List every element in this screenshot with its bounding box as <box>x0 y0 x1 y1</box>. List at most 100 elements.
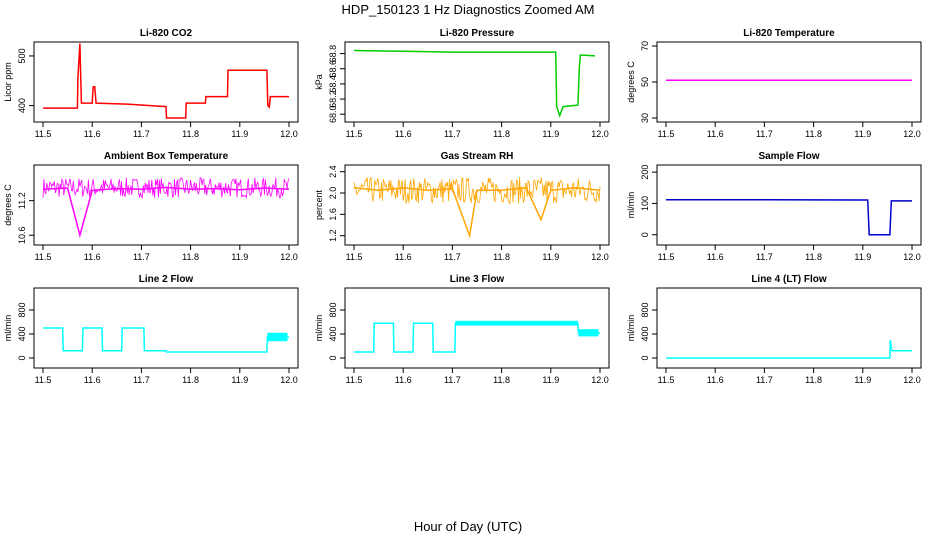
panel-title: Sample Flow <box>758 151 819 162</box>
x-tick-label: 11.7 <box>444 375 461 385</box>
panel-title: Ambient Box Temperature <box>104 151 229 162</box>
x-tick-label: 12.0 <box>591 129 609 139</box>
chart-panel-1: Li-820 CO2 11.5 11.6 11.7 11.8 11.9 12.0 400 500… <box>3 28 299 139</box>
series-line-1 <box>666 198 912 236</box>
y-axis-label: ml/min <box>3 315 13 342</box>
y-tick-label: 68.6 <box>328 60 338 78</box>
noise-trace <box>353 177 601 205</box>
plot-frame <box>33 41 299 123</box>
x-tick-label: 11.8 <box>805 375 822 385</box>
x-tick-label: 12.0 <box>280 252 298 262</box>
panel-title: Line 2 Flow <box>139 274 194 285</box>
y-tick-label: 200 <box>640 165 650 180</box>
x-tick-label: 11.5 <box>346 129 363 139</box>
x-tick-label: 12.0 <box>280 129 298 139</box>
x-tick-label: 11.7 <box>133 252 150 262</box>
x-tick-label: 11.7 <box>756 129 773 139</box>
x-tick-label: 11.9 <box>231 129 248 139</box>
y-tick-label: 0 <box>328 355 338 360</box>
x-tick-label: 11.5 <box>658 252 675 262</box>
x-tick-label: 11.7 <box>444 129 461 139</box>
plot-frame <box>656 41 922 123</box>
y-axis-label: degrees C <box>3 184 13 226</box>
y-tick-label: 0 <box>640 355 650 360</box>
x-tick-label: 12.0 <box>903 252 921 262</box>
y-tick-label: 2.0 <box>328 187 338 200</box>
series-line-1 <box>353 49 596 118</box>
flow-oscillation-band <box>267 332 288 342</box>
y-axis-label: kPa <box>314 74 324 90</box>
x-tick-label: 11.8 <box>182 129 199 139</box>
figure-xlabel: Hour of Day (UTC) <box>414 519 522 534</box>
series-line-1 <box>354 322 600 353</box>
y-tick-label: 800 <box>328 302 338 317</box>
x-tick-label: 11.6 <box>84 375 101 385</box>
flow-oscillation-band <box>578 329 599 337</box>
x-tick-label: 11.5 <box>658 129 675 139</box>
y-axis-label: percent <box>314 189 324 220</box>
y-tick-label: 400 <box>17 98 27 113</box>
x-tick-label: 12.0 <box>280 375 298 385</box>
x-tick-label: 11.6 <box>84 129 101 139</box>
y-axis-label: ml/min <box>626 315 636 342</box>
panel-title: Line 4 (LT) Flow <box>751 274 827 285</box>
y-tick-label: 68.0 <box>328 105 338 123</box>
x-tick-label: 11.5 <box>35 375 52 385</box>
panel-title: Line 3 Flow <box>450 274 505 285</box>
chart-panel-5: Gas Stream RH 11.5 11.6 11.7 11.8 11.9 12.0 1.2… <box>314 151 610 262</box>
x-tick-label: 11.7 <box>133 129 150 139</box>
y-axis-label: ml/min <box>314 315 324 342</box>
x-tick-label: 11.9 <box>854 375 871 385</box>
x-tick-label: 11.8 <box>493 375 510 385</box>
x-tick-label: 11.9 <box>231 375 248 385</box>
y-tick-label: 1.2 <box>328 229 338 242</box>
panel-title: Li-820 Pressure <box>440 28 515 39</box>
series-line-1 <box>42 186 290 239</box>
x-tick-label: 11.5 <box>658 375 675 385</box>
figure-title: HDP_150123 1 Hz Diagnostics Zoomed AM <box>342 2 595 17</box>
x-tick-label: 11.6 <box>707 375 724 385</box>
x-tick-label: 12.0 <box>591 252 609 262</box>
x-tick-label: 11.9 <box>854 252 871 262</box>
chart-panel-7: Line 2 Flow 11.5 11.6 11.7 11.8 11.9 12.0 0 400 8… <box>3 274 299 385</box>
chart-panel-9: Line 4 (LT) Flow 11.5 11.6 11.7 11.8 11.9 12.0… <box>626 274 922 385</box>
chart-panel-6: Sample Flow 11.5 11.6 11.7 11.8 11.9 12.0 0 100 2… <box>626 151 922 262</box>
x-tick-label: 11.6 <box>707 252 724 262</box>
series-line-1 <box>43 327 289 353</box>
y-tick-label: 400 <box>17 326 27 341</box>
y-tick-label: 800 <box>17 302 27 317</box>
x-tick-label: 12.0 <box>903 375 921 385</box>
panel-title: Li-820 CO2 <box>140 28 193 39</box>
x-tick-label: 11.8 <box>493 129 510 139</box>
x-tick-label: 11.7 <box>756 252 773 262</box>
x-tick-label: 11.5 <box>346 375 363 385</box>
x-tick-label: 11.7 <box>444 252 461 262</box>
y-tick-label: 68.8 <box>328 45 338 63</box>
y-tick-label: 2.4 <box>328 165 338 178</box>
plot-frame <box>656 164 922 246</box>
y-tick-label: 11.2 <box>17 192 27 209</box>
y-axis-label: ml/min <box>626 192 636 219</box>
x-tick-label: 11.5 <box>35 252 52 262</box>
x-tick-label: 11.8 <box>493 252 510 262</box>
plot-frame <box>344 164 610 246</box>
y-tick-label: 70 <box>640 41 650 51</box>
x-tick-label: 11.9 <box>542 252 559 262</box>
panel-title: Li-820 Temperature <box>743 28 835 39</box>
panel-title: Gas Stream RH <box>441 151 514 162</box>
series-line-1 <box>666 339 912 359</box>
x-tick-label: 12.0 <box>903 129 921 139</box>
y-tick-label: 50 <box>640 77 650 87</box>
flow-oscillation-band <box>455 320 578 326</box>
x-tick-label: 11.9 <box>231 252 248 262</box>
y-tick-label: 68.2 <box>328 90 338 108</box>
x-tick-label: 11.6 <box>395 129 412 139</box>
x-tick-label: 11.9 <box>542 375 559 385</box>
x-tick-label: 11.6 <box>395 375 412 385</box>
x-tick-label: 11.7 <box>756 375 773 385</box>
chart-panel-3: Li-820 Temperature 11.5 11.6 11.7 11.8 11.9 12… <box>626 28 922 139</box>
chart-panel-4: Ambient Box Temperature 11.5 11.6 11.7 11.8 1… <box>3 151 299 262</box>
x-tick-label: 11.8 <box>805 129 822 139</box>
y-tick-label: 30 <box>640 113 650 123</box>
